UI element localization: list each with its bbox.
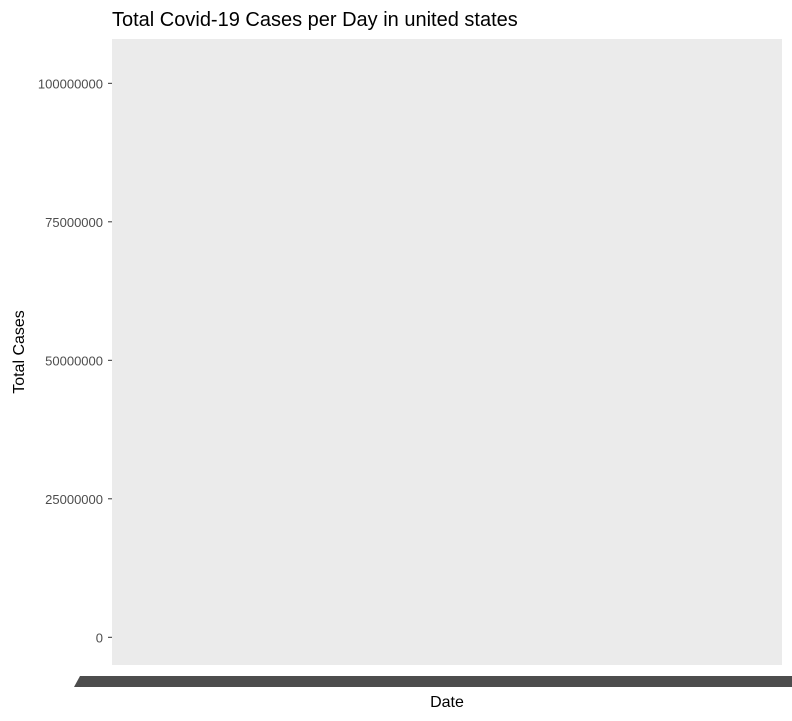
x-tick-labels-overlapping-start (74, 676, 84, 687)
y-axis-title: Total Cases (11, 310, 28, 394)
y-tick-label: 100000000 (38, 76, 103, 91)
plot-panel (112, 39, 782, 665)
x-tick-labels-overlapping (80, 676, 792, 687)
y-tick-label: 75000000 (45, 215, 103, 230)
y-tick-label: 25000000 (45, 492, 103, 507)
chart-title: Total Covid-19 Cases per Day in united s… (112, 9, 518, 31)
y-tick-label: 0 (96, 630, 103, 645)
x-axis-title: Date (430, 694, 464, 711)
y-axis-ticks: 0 25000000 50000000 75000000 100000000 (38, 76, 112, 645)
y-tick-label: 50000000 (45, 353, 103, 368)
